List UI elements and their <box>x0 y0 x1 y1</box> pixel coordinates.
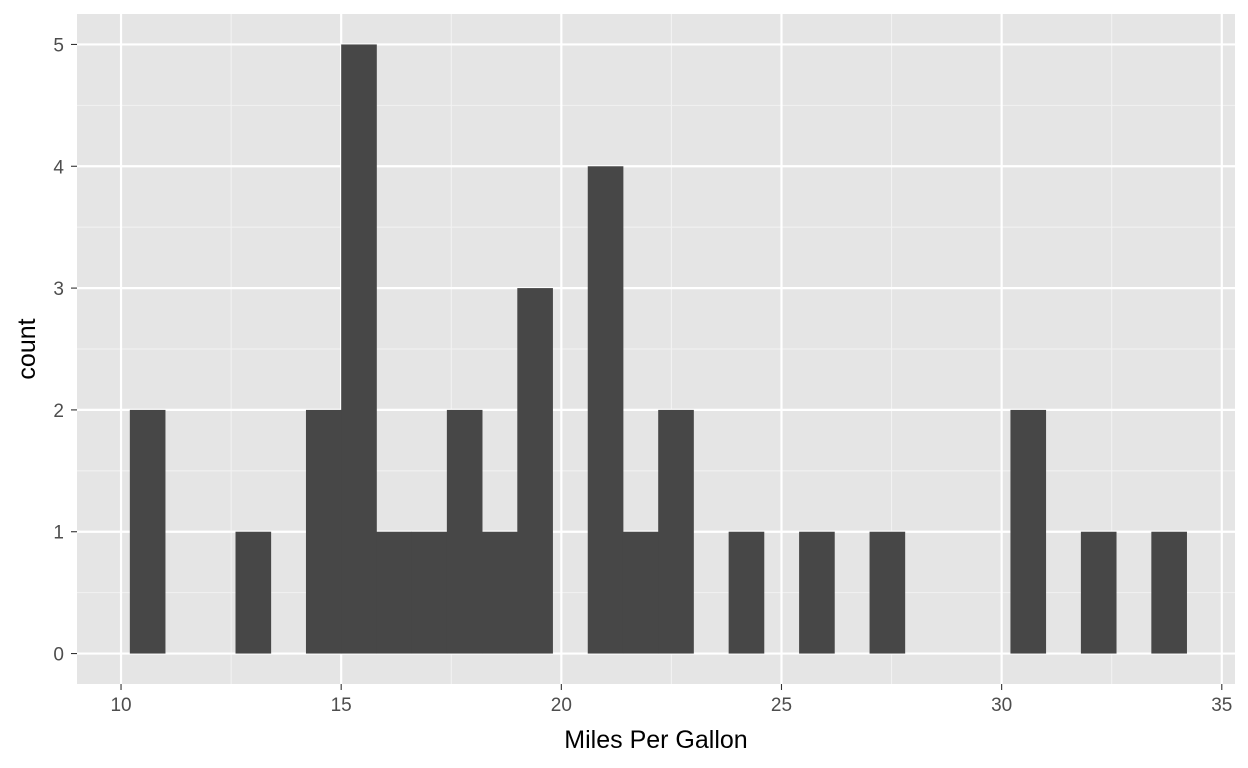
histogram-bar <box>129 409 166 654</box>
histogram-bar <box>1010 409 1047 654</box>
histogram-bar <box>341 44 377 654</box>
x-tick-label: 10 <box>110 695 131 716</box>
histogram-bar <box>658 409 694 654</box>
y-tick-label: 5 <box>53 35 64 56</box>
y-tick-label: 2 <box>53 401 64 422</box>
x-tick-label: 20 <box>551 695 572 716</box>
x-tick-label: 15 <box>331 695 352 716</box>
y-tick-label: 1 <box>53 523 64 544</box>
histogram-bar <box>235 531 272 654</box>
y-axis: 0 1 2 3 4 5 <box>53 35 77 666</box>
y-tick-label: 0 <box>53 645 64 666</box>
histogram-bar <box>517 288 553 654</box>
histogram-bar <box>1151 531 1187 654</box>
histogram-bar <box>728 531 765 654</box>
histogram-bar <box>305 409 342 654</box>
y-tick-label: 3 <box>53 279 64 300</box>
y-axis-title: count <box>13 318 41 379</box>
x-axis-title: Miles Per Gallon <box>564 726 747 754</box>
histogram-bar <box>446 409 483 654</box>
x-tick-label: 25 <box>771 695 792 716</box>
histogram-bars <box>129 44 1187 654</box>
histogram-bar <box>622 531 659 654</box>
histogram-bar <box>482 531 518 654</box>
histogram-bar <box>799 531 835 654</box>
x-axis: 10 15 20 25 30 35 <box>110 684 1232 716</box>
histogram-bar <box>1080 531 1117 654</box>
histogram-bar <box>869 531 906 654</box>
x-tick-label: 30 <box>991 695 1012 716</box>
histogram-bar <box>587 166 624 654</box>
histogram-bar <box>411 531 448 654</box>
y-tick-label: 4 <box>53 157 64 178</box>
x-tick-label: 35 <box>1211 695 1232 716</box>
histogram-bar <box>376 531 413 654</box>
